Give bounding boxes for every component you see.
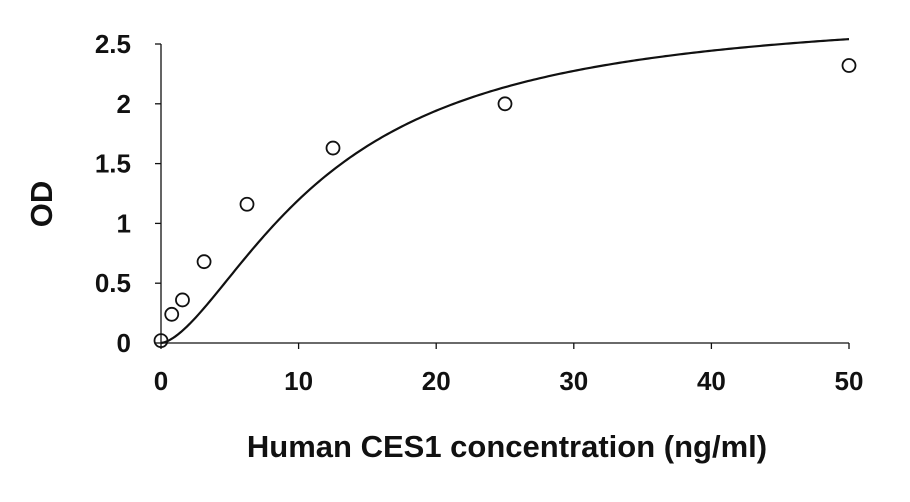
x-axis-title: Human CES1 concentration (ng/ml) <box>247 429 767 464</box>
data-point <box>497 96 513 112</box>
x-tick-label: 30 <box>559 366 588 396</box>
data-point <box>164 306 180 322</box>
y-tick-label: 1.5 <box>95 149 131 179</box>
x-tick-label: 40 <box>697 366 726 396</box>
data-point <box>841 58 857 73</box>
y-tick-label: 0 <box>117 328 131 358</box>
data-point <box>153 333 169 349</box>
data-point <box>175 292 190 308</box>
data-point <box>325 140 341 156</box>
tick-labels: 0 10 20 30 40 50 0 0.5 1 1.5 2 2.5 <box>95 29 864 396</box>
data-points <box>153 58 857 349</box>
x-tick-label: 10 <box>284 366 313 396</box>
x-tick-label: 20 <box>422 366 451 396</box>
fit-curve-layer <box>160 38 850 345</box>
x-tick-label: 50 <box>835 366 864 396</box>
y-tick-label: 2 <box>117 89 131 119</box>
y-axis-title: OD <box>24 181 59 228</box>
axes <box>155 43 850 349</box>
y-tick-label: 2.5 <box>95 29 131 59</box>
y-tick-label: 1 <box>117 208 131 238</box>
data-point <box>196 254 212 270</box>
x-tick-label: 0 <box>154 366 168 396</box>
y-tick-label: 0.5 <box>95 268 131 298</box>
data-point <box>239 196 255 212</box>
fit-curve <box>160 38 850 345</box>
